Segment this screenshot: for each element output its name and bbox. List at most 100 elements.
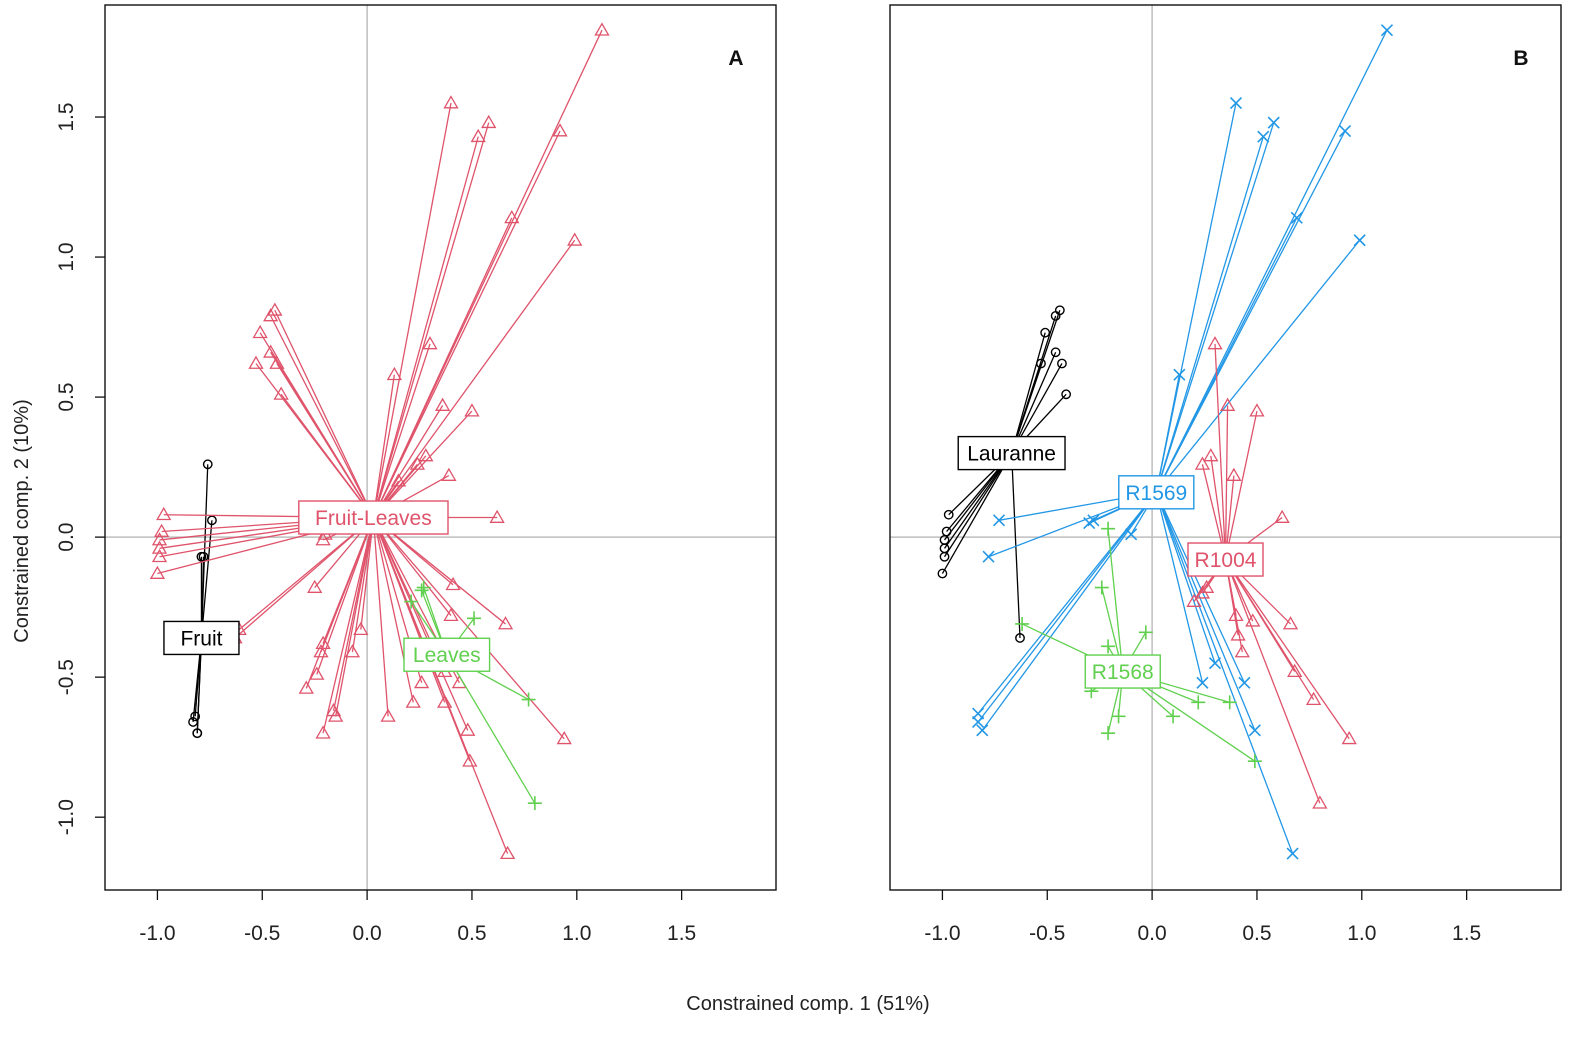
spider-line-r1004 [1224,405,1229,560]
point-marker-r1568 [1101,639,1116,654]
spider-line-fruit-leaves [372,102,452,518]
spider-line-fruit-leaves [322,517,375,734]
point-marker-r1004 [1203,448,1219,462]
centroid-label-leaves: Leaves [403,637,491,672]
spider-line-r1004 [1210,455,1227,560]
point-marker-fruit-leaves [489,509,505,523]
point-marker-fruit-leaves [273,386,289,400]
point-marker-r1004 [1186,593,1202,607]
point-marker-r1569 [1208,657,1222,670]
point-marker-fruit-leaves [263,308,279,322]
point-marker-r1569 [1290,211,1303,224]
point-marker-leaves [404,594,419,609]
spider-line-r1569 [1155,492,1204,683]
point-marker-fruit-leaves [307,579,323,593]
point-marker-lauranne [943,509,954,520]
y-tick-label: 0.5 [55,382,78,411]
spider-line-lauranne [941,452,1013,574]
centroid-label-box [1084,654,1161,689]
point-marker-r1004 [1282,616,1299,630]
x-tick-label: 1.5 [667,922,696,945]
point-marker-fruit-leaves [594,22,610,36]
spider-line-fruit-leaves [372,517,389,717]
x-tick-label: -1.0 [924,922,960,945]
x-tick-label: 0.5 [457,922,486,945]
spider-line-fruit-leaves [335,517,375,717]
point-marker-fruit [207,515,217,526]
centroid-label-text: R1568 [1092,661,1154,684]
point-marker-fruit-leaves [556,730,572,745]
point-marker-fruit-leaves [437,694,453,708]
point-marker-r1004 [1228,607,1244,621]
x-tick-label: -0.5 [244,922,280,945]
point-marker-r1568 [1094,580,1109,595]
x-tick-label: 1.0 [1347,922,1376,945]
point-marker-r1569 [1238,676,1251,689]
spider-line-r1569 [1155,122,1275,493]
point-marker-fruit-leaves [443,607,459,621]
spider-line-lauranne [943,452,1013,558]
point-marker-r1568 [1015,616,1030,631]
point-marker-fruit [190,711,201,722]
point-marker-r1569 [1353,234,1366,247]
centroid-label-box [957,435,1066,471]
y-tick-label: 1.5 [55,102,78,131]
point-marker-r1568 [1138,625,1153,640]
y-tick-label: 0.0 [55,523,78,552]
plot-frame [889,4,1562,891]
point-marker-r1004 [1274,509,1290,523]
point-marker-fruit-leaves [470,128,486,143]
plot-frame [104,4,777,891]
point-marker-r1569 [1380,24,1394,37]
spider-line-fruit-leaves [372,122,490,518]
point-marker-lauranne [1061,389,1072,400]
point-marker-r1568 [1101,521,1116,536]
point-marker-r1569 [1286,847,1299,860]
point-marker-fruit-leaves [499,845,516,860]
spider-line-lauranne [1010,453,1021,638]
spider-line-r1569 [981,491,1157,731]
centroid-label-box [403,637,491,672]
point-marker-fruit-leaves [414,674,430,689]
spider-line-r1569 [1155,492,1245,684]
spider-line-fruit-leaves [238,517,374,631]
point-marker-r1004 [1312,795,1328,809]
point-marker-r1568 [1247,754,1262,769]
spider-line-r1004 [1224,410,1258,560]
panel-letter: B [1513,47,1528,70]
spider-line-fruit-leaves [372,130,561,518]
centroid-label-text: Lauranne [967,443,1056,466]
point-marker-r1569 [1338,124,1352,138]
point-marker-r1004 [1305,691,1322,706]
spider-line-fruit-leaves [372,517,506,625]
point-marker-fruit-leaves [405,694,421,708]
point-marker-fruit-leaves [344,644,361,658]
centroid-label-text: Fruit [180,627,222,650]
point-marker-fruit-leaves [151,532,168,546]
point-marker-fruit-leaves [328,708,344,722]
spider-line-fruit-leaves [305,517,375,689]
point-marker-r1569 [982,550,995,563]
spider-line-fruit-leaves [351,517,375,653]
centroid-label-r1004: R1004 [1187,542,1264,577]
point-marker-r1568 [1191,695,1206,710]
spider-line-r1569 [1155,492,1294,854]
point-marker-r1569 [1125,528,1138,541]
point-marker-fruit-leaves [409,456,426,470]
centroid-label-r1569: R1569 [1118,475,1195,510]
point-marker-r1569 [1083,517,1096,530]
spider-line-r1569 [1155,29,1388,493]
x-tick-label: 1.0 [562,922,591,945]
panel-a: Fruit Fruit-Leaves Leaves -1.0 -0.5 0.0 0.5 1.0… [55,4,777,945]
x-tick-label: 0.0 [353,922,382,945]
point-marker-r1004 [1230,627,1246,641]
point-marker-r1004 [1341,730,1357,745]
point-marker-r1004 [1219,397,1236,411]
panel-letter: A [728,47,743,70]
centroid-label-r1568: R1568 [1084,654,1161,689]
spider-line-r1569 [1155,492,1216,664]
point-marker-fruit-leaves [481,114,497,129]
point-marker-fruit-leaves [386,366,402,381]
point-marker-fruit-leaves [418,448,434,462]
point-marker-r1004 [1234,644,1250,658]
